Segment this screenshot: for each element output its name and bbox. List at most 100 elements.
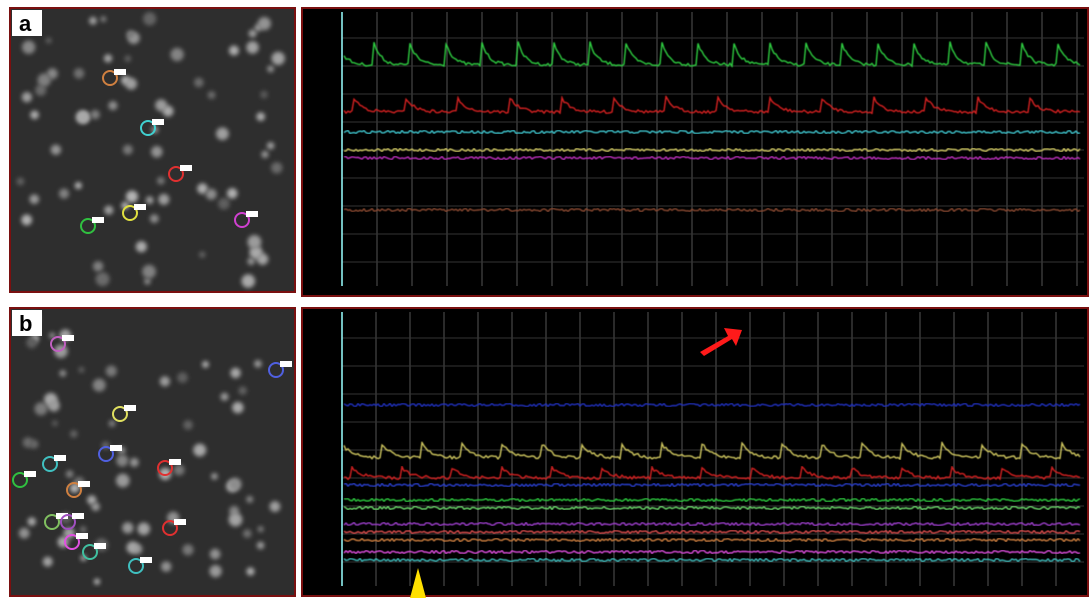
cell [229,513,243,527]
roi-tag [24,471,36,477]
roi-tag [76,533,88,539]
cell [174,464,185,475]
cell [208,91,216,99]
cell [229,478,242,491]
roi-tag [62,335,74,341]
cell [122,522,133,533]
cell [116,455,128,467]
cell [74,68,85,79]
cell [206,189,217,200]
cell [229,45,239,55]
cell [59,189,69,199]
cell [194,78,204,88]
cell [59,370,66,377]
cell [182,544,193,555]
cell [51,145,61,155]
cell [249,29,257,37]
cell [126,190,138,202]
cell [106,365,117,376]
cell [104,205,113,214]
micrograph-b [10,308,295,596]
cell [144,278,151,285]
roi-tag [152,119,164,125]
cell [22,92,32,102]
cell [96,272,110,286]
roi-tag [246,211,258,217]
roi-tag [72,513,84,519]
cell [170,48,183,61]
cell [121,76,130,85]
cell [254,360,262,368]
cell [146,196,154,204]
cell [137,523,150,536]
cell [43,557,53,567]
cell [157,177,165,185]
cell [116,474,130,488]
cell [48,400,60,412]
cell [210,549,221,560]
cell [247,235,261,249]
cell [238,386,246,394]
cell [90,110,99,119]
cell [93,261,103,271]
cell [52,420,58,426]
roi-tag [92,217,104,223]
roi-tag [110,445,122,451]
cell [89,17,97,25]
cell [246,567,254,575]
figure: a b [0,0,1092,600]
cell [123,145,133,155]
cell [130,458,139,467]
cell [22,41,35,54]
cell [104,54,112,62]
cell [150,214,159,223]
cell [218,198,230,210]
cell [70,430,78,438]
roi-tag [78,481,90,487]
roi-tag [169,459,181,465]
panel-label: b [19,311,32,336]
cell [161,561,172,572]
cell [257,542,265,550]
cell [28,517,37,526]
cell [93,379,106,392]
roi-tag [180,165,192,171]
cell [21,215,32,226]
roi-tag [94,543,106,549]
cell [163,106,174,117]
roi-tag [124,405,136,411]
cell [78,367,84,373]
cell [16,178,24,186]
cell [143,12,156,25]
cell [209,565,221,577]
roi-tag [134,204,146,210]
cell [75,182,82,189]
cell [246,41,259,54]
cell [227,188,238,199]
cell [246,496,253,503]
cell [254,24,261,31]
cell [38,73,51,86]
trace-plot-a [302,8,1088,296]
cell [243,529,252,538]
cell [199,252,205,258]
cell [193,444,206,457]
roi-tag [140,557,152,563]
cell [241,274,255,288]
cell [220,393,228,401]
cell [160,376,170,386]
cell [232,402,243,413]
cell [34,402,47,415]
cell [126,541,138,553]
cell [94,578,100,584]
cell [258,526,264,532]
cell [177,372,188,383]
roi-tag [114,69,126,75]
roi-tag [280,361,292,367]
roi-tag [54,455,66,461]
cell [158,194,169,205]
cell [91,502,100,511]
cell [109,420,116,427]
cell [66,470,74,478]
cell [126,30,134,38]
